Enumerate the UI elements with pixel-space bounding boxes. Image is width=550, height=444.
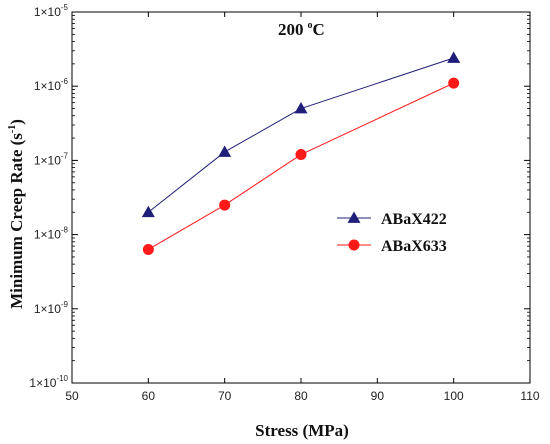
legend-marker xyxy=(347,211,361,223)
x-tick-label: 90 xyxy=(371,389,385,403)
series-layer xyxy=(141,51,461,255)
y-tick-label: 1×10-10 xyxy=(29,374,68,390)
series-line xyxy=(148,82,454,250)
y-axis-ticks: 1×10-10 1×10-9 1×10-8 1×10-7 1×10-6 1×10-5 xyxy=(29,3,530,390)
x-tick-label: 50 xyxy=(65,389,79,403)
x-tick-label: 110 xyxy=(520,389,539,403)
y-tick-label: 1×10-7 xyxy=(34,151,69,167)
temperature-annotation: 200 oC xyxy=(278,20,325,39)
data-point xyxy=(294,102,308,114)
plot-frame xyxy=(71,11,531,384)
x-tick-label: 100 xyxy=(444,389,464,403)
data-point xyxy=(142,243,154,255)
data-point xyxy=(141,205,155,218)
legend-item-abax633: ABaX633 xyxy=(337,238,447,255)
y-axis-label: Minimum Creep Rate (s-1) xyxy=(7,119,26,309)
y-tick-label: 1×10-6 xyxy=(34,77,69,93)
legend-label: ABaX422 xyxy=(381,211,447,228)
series-abax633 xyxy=(142,77,460,255)
legend-marker xyxy=(348,239,360,251)
y-tick-label: 1×10-9 xyxy=(34,300,69,316)
data-point xyxy=(295,149,307,161)
series-line xyxy=(148,57,454,213)
legend-item-abax422: ABaX422 xyxy=(337,211,447,228)
axes xyxy=(71,11,531,384)
y-tick-label: 1×10-8 xyxy=(34,226,69,242)
data-point xyxy=(219,199,231,211)
data-point xyxy=(447,51,461,63)
x-tick-label: 70 xyxy=(218,389,232,403)
x-axis-ticks: 50 60 70 80 90 100 110 xyxy=(65,12,540,403)
y-tick-label: 1×10-5 xyxy=(34,3,69,19)
x-tick-label: 80 xyxy=(294,389,308,403)
legend-label: ABaX633 xyxy=(381,238,447,255)
data-point xyxy=(218,145,232,157)
x-tick-label: 60 xyxy=(142,389,156,403)
x-axis-label: Stress (MPa) xyxy=(255,421,349,440)
data-point xyxy=(448,77,460,89)
legend: ABaX422 ABaX633 xyxy=(337,211,447,255)
series-abax422 xyxy=(141,51,461,218)
